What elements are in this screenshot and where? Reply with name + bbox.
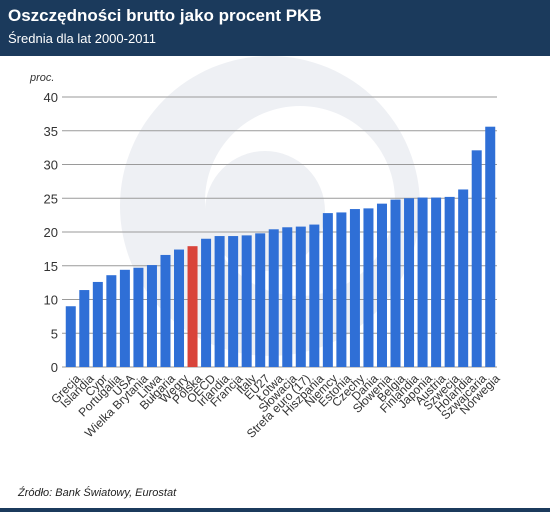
bar-łotwa — [268, 229, 279, 367]
bar-cypr — [92, 281, 103, 367]
bar-wielka-brytania — [133, 267, 144, 367]
bar-słowacja — [282, 227, 293, 367]
bar-słowenia — [376, 203, 387, 367]
y-tick-label: 0 — [51, 360, 58, 375]
bar-italy — [241, 235, 252, 368]
bar-szwecja — [444, 196, 455, 367]
y-tick-label: 25 — [44, 191, 58, 206]
bar-holandia — [458, 189, 469, 367]
bar-norwegia — [485, 126, 496, 367]
bar-francja — [228, 236, 239, 367]
bar-bułgaria — [160, 254, 171, 367]
bar-oecd — [201, 238, 212, 367]
y-tick-label: 5 — [51, 326, 58, 341]
bar-finlandia — [404, 198, 415, 367]
bar-strefa-euro-17- — [295, 226, 306, 367]
bar-irlandia — [214, 236, 225, 367]
bar-węgry — [174, 249, 185, 367]
bar-polska — [187, 246, 198, 367]
y-tick-label: 40 — [44, 90, 58, 105]
bar-portugalia — [106, 275, 117, 367]
bar-grecja — [65, 306, 76, 367]
bar-japonia — [417, 197, 428, 367]
y-tick-label: 30 — [44, 158, 58, 173]
bar-estonia — [336, 212, 347, 367]
bottom-rule — [0, 508, 550, 512]
bar-niemcy — [322, 213, 333, 367]
source-note: Źródło: Bank Światowy, Eurostat — [18, 487, 177, 499]
bar-belgia — [390, 199, 401, 367]
bar-dania — [363, 208, 374, 368]
y-tick-label: 15 — [44, 259, 58, 274]
y-tick-label: 10 — [44, 293, 58, 308]
bar-szwajcaria — [471, 150, 482, 367]
bar-czechy — [349, 209, 360, 367]
bar-chart: proc. 0 5 10 15 20 25 30 35 40 GrecjaIslandiaCyp… — [29, 56, 503, 441]
chart-subtitle: Średnia dla lat 2000-2011 — [8, 31, 156, 46]
chart-header: Oszczędności brutto jako procent PKB Śre… — [0, 0, 550, 56]
y-axis-ticks: 0 5 10 15 20 25 30 35 40 — [44, 90, 58, 375]
bar-usa — [119, 269, 130, 367]
y-tick-label: 20 — [44, 225, 58, 240]
chart-area: proc. 0 5 10 15 20 25 30 35 40 Grecja Islandia Cyp… — [0, 56, 550, 476]
bars — [65, 126, 496, 368]
bar-islandia — [79, 290, 90, 367]
bar-hiszpania — [309, 224, 320, 367]
bar-austria — [431, 197, 442, 367]
y-axis-label: proc. — [29, 72, 54, 84]
chart-title: Oszczędności brutto jako procent PKB — [8, 6, 322, 25]
y-tick-label: 35 — [44, 124, 58, 139]
bar-litwa — [146, 265, 157, 367]
bar-eu27 — [255, 233, 266, 367]
